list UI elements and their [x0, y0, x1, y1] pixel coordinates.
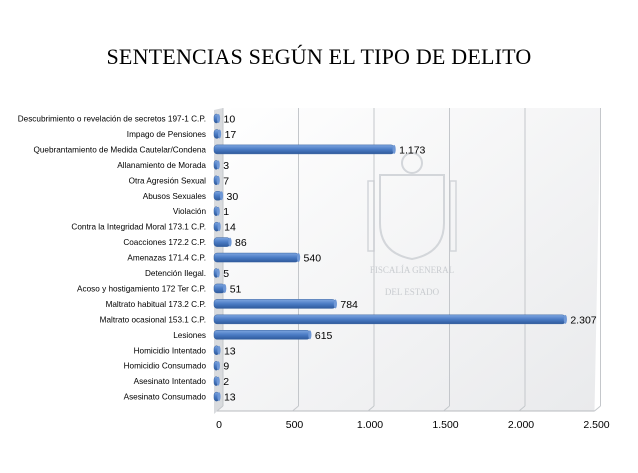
- bar-cap: [296, 253, 301, 263]
- bar: [213, 299, 336, 309]
- x-axis-ticks: 0 500 1.000 1.500 2.000 2.500: [216, 419, 610, 431]
- category-label: Otra Agresión Sexual: [129, 176, 207, 185]
- bar-cap: [392, 144, 396, 154]
- back-wall: [217, 108, 601, 411]
- data-label: 3: [223, 160, 229, 172]
- data-label: 10: [224, 114, 236, 126]
- bar-cap: [216, 376, 220, 386]
- bar-cap: [228, 237, 232, 247]
- data-label: 14: [224, 222, 236, 234]
- data-label: 9: [223, 361, 229, 373]
- bar-cap: [216, 206, 220, 216]
- seal-shield: [379, 174, 445, 261]
- category-label: Coacciones 172.2 C.P.: [123, 238, 206, 247]
- floor-gridline: [594, 405, 601, 412]
- data-label: 86: [235, 237, 247, 249]
- bar: [213, 144, 395, 155]
- category-label: Descubrimiento o revelación de secretos …: [18, 115, 206, 124]
- bar: [213, 314, 566, 325]
- data-label: 13: [224, 392, 236, 404]
- x-tick-label: 500: [286, 419, 304, 431]
- category-label: Allanamiento de Morada: [117, 161, 206, 170]
- data-label: 17: [225, 129, 237, 141]
- bar-cap: [216, 160, 220, 170]
- data-label: 784: [340, 299, 358, 311]
- category-label: Lesiones: [173, 331, 206, 340]
- bar-cap: [216, 268, 220, 278]
- bar-cap: [563, 314, 567, 324]
- bar-cap: [217, 129, 222, 139]
- chart-title: SENTENCIAS SEGÚN EL TIPO DE DELITO: [106, 44, 532, 69]
- data-labels: 10 17 1.173 3 7 30 1 14 86 540 551 784 2.307 615 13 9 2 1…: [223, 114, 597, 404]
- data-label: 2.307: [570, 314, 596, 326]
- bar: [213, 237, 231, 247]
- category-label: Abusos Sexuales: [143, 192, 206, 201]
- data-label: 51: [230, 283, 242, 295]
- category-label: Asesinato Consumado: [124, 393, 207, 402]
- x-tick-label: 1.500: [432, 419, 458, 431]
- category-label: Maltrato habitual 173.2 C.P.: [106, 300, 206, 309]
- x-tick-label: 2.000: [508, 419, 534, 431]
- category-label: Homicidio Consumado: [124, 362, 207, 371]
- floor-gridline: [367, 405, 375, 412]
- seal-crown: [401, 152, 423, 174]
- floor-gridline: [292, 405, 299, 412]
- watermark-text: FISCALÍA GENERAL: [370, 265, 454, 275]
- category-label: Amenazas 171.4 C.P.: [127, 254, 206, 263]
- data-label: 7: [223, 175, 229, 187]
- category-label: Homicidio Intentado: [134, 346, 207, 355]
- bar: [213, 283, 225, 294]
- bar-cap: [217, 345, 221, 355]
- category-label: Impago de Pensiones: [127, 130, 206, 139]
- x-tick-label: 1.000: [357, 419, 383, 431]
- bar-cap: [216, 175, 220, 185]
- category-label: Quebrantamiento de Medida Cautelar/Conde…: [33, 145, 206, 154]
- bar-cap: [216, 361, 220, 371]
- floor-gridline: [443, 405, 450, 412]
- category-label: Acoso y hostigamiento 172 Ter C.P.: [77, 284, 206, 293]
- floor-gridline: [216, 405, 224, 412]
- category-label: Contra la Integridad Moral 173.1 C.P.: [71, 223, 206, 232]
- data-label: 540: [304, 253, 322, 265]
- data-label: 13: [224, 345, 236, 357]
- bar-cap: [219, 191, 224, 201]
- bars: [213, 113, 567, 402]
- bar: [213, 252, 299, 263]
- bar-cap: [217, 222, 221, 232]
- watermark-text: DEL ESTADO: [385, 287, 440, 297]
- bar-cap: [308, 330, 312, 340]
- data-label: 615: [315, 330, 333, 342]
- data-label: 1.173: [399, 144, 425, 156]
- category-label: Detención Ilegal.: [145, 269, 206, 278]
- category-label: Asesinato Intentado: [134, 377, 207, 386]
- floor-gridline: [518, 405, 526, 412]
- category-label: Maltrato ocasional 153.1 C.P.: [100, 315, 206, 324]
- bar-cap: [223, 283, 227, 293]
- category-label: Violación: [173, 207, 207, 216]
- bar-cap: [333, 299, 337, 309]
- x-tick-label: 2.500: [583, 419, 609, 431]
- bar-cap: [217, 392, 221, 402]
- data-label: 1: [223, 206, 229, 218]
- bar: [213, 330, 311, 340]
- x-tick-label: 0: [216, 419, 222, 431]
- data-label: 30: [227, 191, 239, 203]
- data-label: 2: [223, 376, 229, 388]
- data-label: 5: [223, 268, 229, 280]
- category-labels: Descubrimiento o revelación de secretos …: [18, 115, 207, 402]
- bar-cap: [216, 114, 221, 123]
